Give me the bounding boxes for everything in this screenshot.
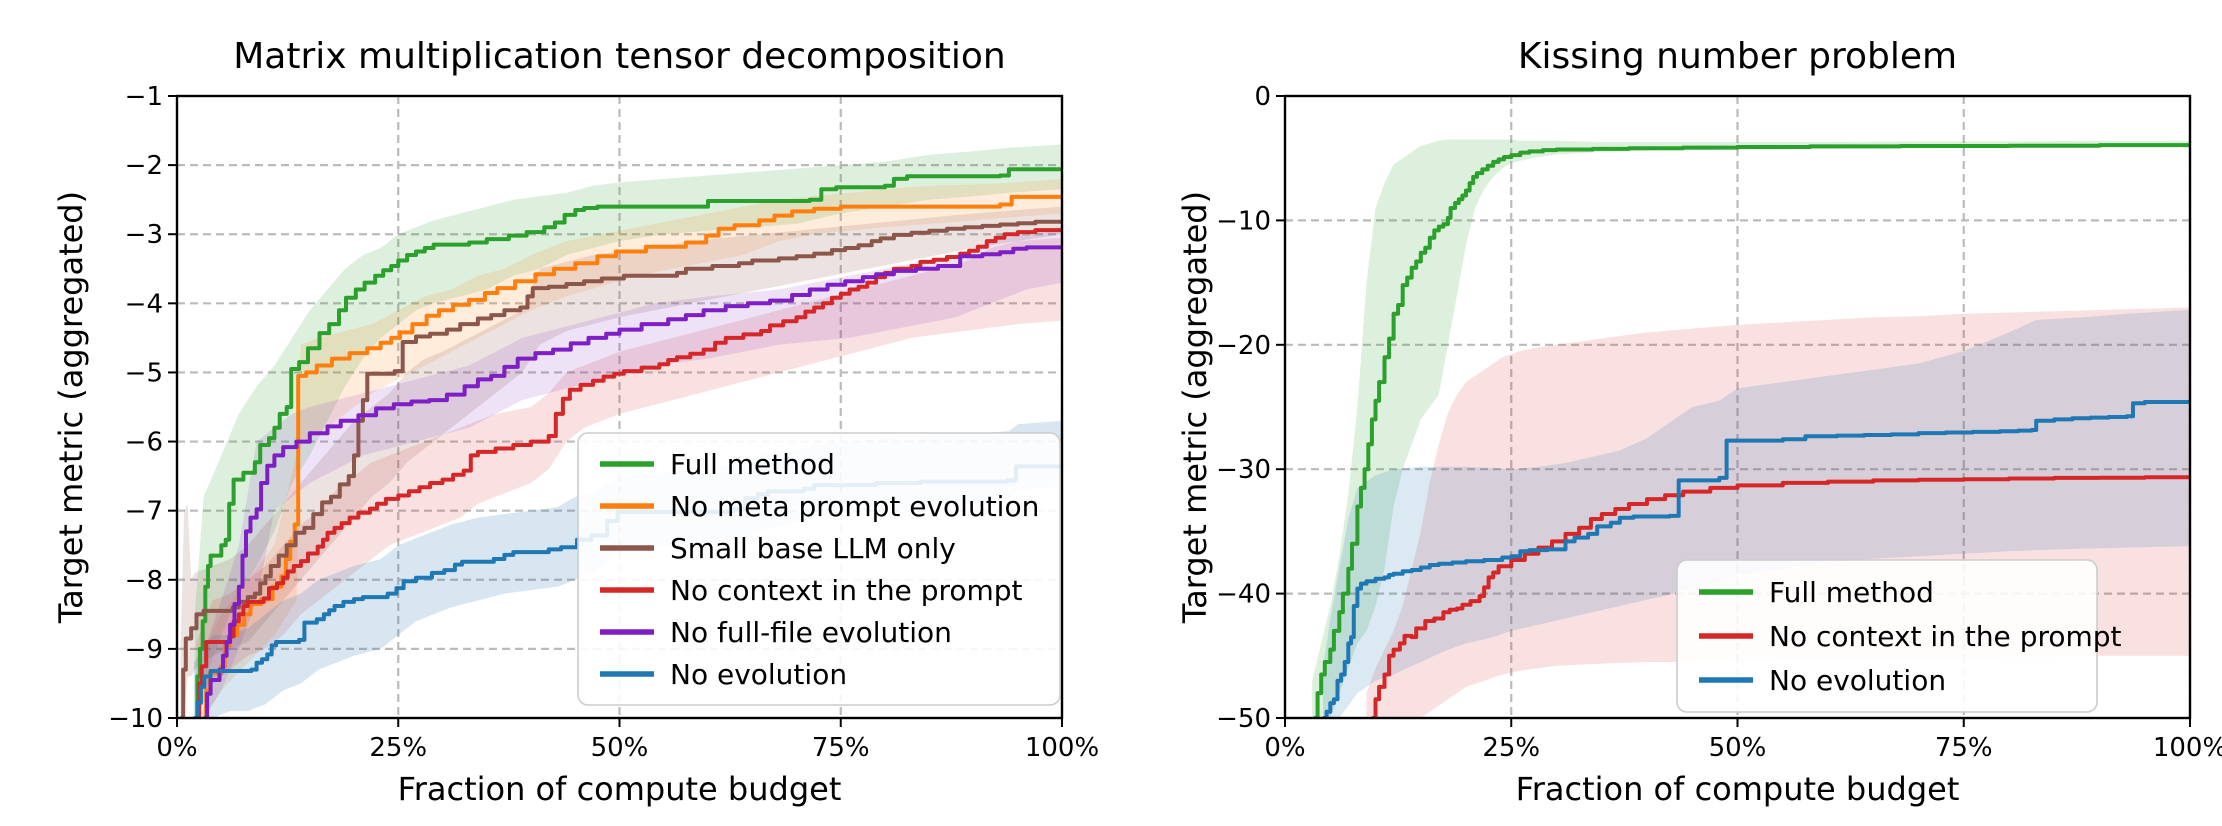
series-line-small-base-llm-only: [180, 219, 1062, 718]
y-tick-label: −3: [125, 220, 163, 250]
band-no-context-in-the-prompt: [196, 237, 1062, 718]
x-tick-label: 100%: [1025, 733, 1099, 763]
x-axis-label: Fraction of compute budget: [1516, 770, 1960, 808]
x-tick-label: 25%: [1482, 733, 1540, 763]
y-tick-label: −8: [125, 566, 163, 596]
series-line-full-method: [194, 167, 1062, 718]
x-tick-label: 0%: [1264, 733, 1305, 763]
y-tick-label: −4: [125, 289, 163, 319]
y-tick-label: −9: [125, 635, 163, 665]
series-line-no-context-in-the-prompt: [1371, 475, 2190, 718]
legend-label-no-context-in-the-prompt: No context in the prompt: [670, 574, 1023, 607]
legend-label-no-context-in-the-prompt: No context in the prompt: [1769, 620, 2122, 653]
x-tick-label: 25%: [369, 733, 427, 763]
y-tick-label: −7: [125, 497, 163, 527]
y-tick-label: −20: [1216, 331, 1271, 361]
legend-item-full-method: Full method: [600, 448, 835, 481]
y-tick-label: −6: [125, 428, 163, 458]
legend-item-no-meta-prompt-evolution: No meta prompt evolution: [600, 490, 1039, 523]
x-tick-label: 75%: [1935, 733, 1993, 763]
series-line-no-meta-prompt-evolution: [203, 194, 1062, 718]
legend-box: [577, 432, 1061, 706]
band-full-method: [194, 144, 1062, 718]
y-tick-label: −50: [1216, 704, 1271, 734]
legend-label-no-meta-prompt-evolution: No meta prompt evolution: [670, 490, 1039, 523]
legend-label-no-full-file-evolution: No full-file evolution: [670, 616, 952, 649]
legend-label-full-method: Full method: [1769, 576, 1934, 609]
legend: Full method No meta prompt evolution Small…: [577, 432, 1061, 706]
x-tick-label: 75%: [812, 733, 870, 763]
x-tick-label: 100%: [2153, 733, 2222, 763]
y-tick-label: −10: [108, 704, 163, 734]
legend-label-no-evolution: No evolution: [1769, 664, 1946, 697]
band-no-evolution: [1323, 310, 2190, 718]
ticks: [168, 95, 1063, 727]
y-tick-label: −2: [125, 151, 163, 181]
band-full-method: [1312, 139, 2190, 718]
band-small-base-llm-only: [180, 206, 1062, 718]
legend: Full method No context in the prompt No ev…: [1676, 559, 2122, 713]
legend-item-full-method: Full method: [1699, 576, 1934, 609]
x-tick-label: 0%: [156, 733, 197, 763]
y-tick-label: −5: [125, 358, 163, 388]
legend-item-no-context-in-the-prompt: No context in the prompt: [1699, 620, 2122, 653]
y-axis-label: Target metric (aggregated): [1176, 191, 1214, 624]
x-tick-label: 50%: [591, 733, 649, 763]
series-line-no-full-file-evolution: [204, 245, 1062, 718]
legend-item-no-evolution: No evolution: [600, 658, 847, 691]
chart-matrix-multiplication-tensor-decomposition: 0% 25% 50% 75% 100% −1 −2 −3 −4 −5 −6 −7 −8 −9 −10 Matr…: [52, 36, 1099, 808]
legend-item-no-context-in-the-prompt: No context in the prompt: [600, 574, 1023, 607]
chart-title: Matrix multiplication tensor decompositi…: [233, 36, 1006, 77]
y-tick-label: −1: [125, 82, 163, 112]
legend-label-full-method: Full method: [670, 448, 835, 481]
y-axis-label: Target metric (aggregated): [52, 191, 90, 624]
band-no-meta-prompt-evolution: [203, 178, 1062, 718]
chart-kissing-number-problem: 0% 25% 50% 75% 100% 0 −10 −20 −30 −40 −50 Kissing n…: [1176, 36, 2222, 808]
legend-label-no-evolution: No evolution: [670, 658, 847, 691]
series-line-no-evolution: [1323, 400, 2190, 718]
legend-item-no-full-file-evolution: No full-file evolution: [600, 616, 952, 649]
legend-label-small-base-llm-only: Small base LLM only: [670, 532, 956, 565]
y-tick-label: 0: [1254, 82, 1271, 112]
y-tick-label: −30: [1216, 455, 1271, 485]
legend-item-no-evolution: No evolution: [1699, 664, 1946, 697]
chart-title: Kissing number problem: [1518, 36, 1957, 77]
x-axis-label: Fraction of compute budget: [398, 770, 842, 808]
series-line-full-method: [1314, 143, 2190, 718]
x-tick-label: 50%: [1709, 733, 1767, 763]
y-tick-label: −40: [1216, 580, 1271, 610]
ticks: [1276, 95, 2191, 727]
legend-box: [1676, 559, 2098, 713]
y-tick-label: −10: [1216, 206, 1271, 236]
legend-item-small-base-llm-only: Small base LLM only: [600, 532, 956, 565]
